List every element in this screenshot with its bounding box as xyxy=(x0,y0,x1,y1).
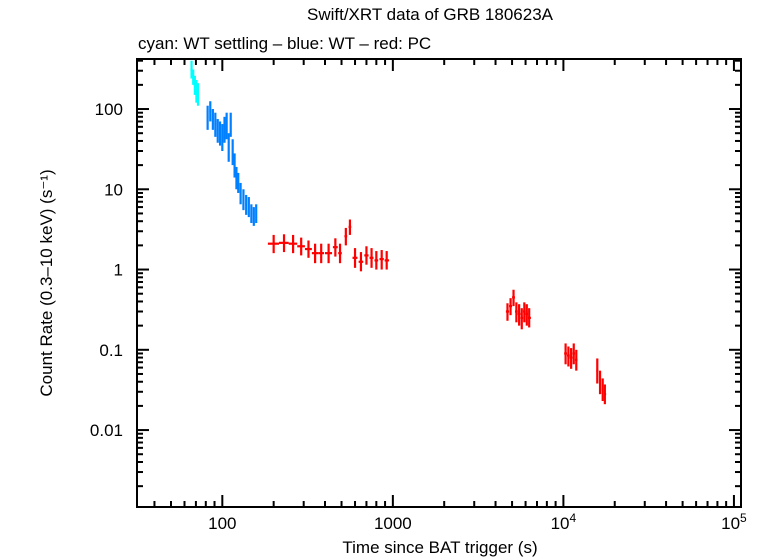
data-point xyxy=(209,101,212,122)
data-point xyxy=(324,243,333,264)
data-point xyxy=(509,298,513,316)
chart-title: Swift/XRT data of GRB 180623A xyxy=(307,5,554,24)
data-point xyxy=(603,384,607,405)
data-point xyxy=(225,112,228,140)
y-tick-label: 0.1 xyxy=(99,341,123,360)
data-point xyxy=(523,302,526,323)
data-point xyxy=(505,303,510,321)
axes: 100 1000 104 105 100 10 1 0.1 0.01 xyxy=(90,58,747,533)
data-point xyxy=(231,139,234,166)
x-tick-label: 104 xyxy=(551,511,577,533)
data-point xyxy=(239,182,242,205)
data-point xyxy=(338,243,342,264)
data-point xyxy=(379,250,384,270)
data-point xyxy=(218,121,222,146)
data-point xyxy=(527,308,531,328)
data-point xyxy=(311,243,319,264)
data-point xyxy=(304,240,312,258)
plot-frame xyxy=(136,58,742,508)
data-point xyxy=(227,133,230,162)
data-point xyxy=(569,348,573,369)
data-point xyxy=(211,109,214,130)
series-wt-settling xyxy=(190,60,200,106)
data-point xyxy=(196,83,200,106)
data-point xyxy=(288,234,298,254)
series-wt xyxy=(206,101,258,226)
data-point xyxy=(318,243,325,264)
data-point xyxy=(237,172,240,193)
data-point xyxy=(214,112,217,137)
data-point xyxy=(332,238,338,257)
data-point xyxy=(252,207,255,226)
data-point xyxy=(245,194,248,215)
data-point xyxy=(229,112,232,137)
data-point xyxy=(384,251,390,270)
data-point xyxy=(512,289,515,307)
data-point xyxy=(364,246,369,265)
data-point xyxy=(348,219,352,235)
chart-subtitle: cyan: WT settling – blue: WT – red: PC xyxy=(138,34,431,53)
data-point xyxy=(517,304,521,326)
data-point xyxy=(344,227,348,246)
y-tick-label: 100 xyxy=(95,100,123,119)
y-tick-label: 0.01 xyxy=(90,421,123,440)
data-point xyxy=(235,166,238,190)
data-point xyxy=(247,197,250,218)
data-point xyxy=(250,204,253,224)
data-point xyxy=(267,234,280,254)
x-tick-label: 1000 xyxy=(374,514,412,533)
data-point xyxy=(564,343,568,365)
y-axis-label: Count Rate (0.3–10 keV) (s⁻¹) xyxy=(37,169,56,396)
data-point xyxy=(242,189,245,211)
y-tick-label: 1 xyxy=(114,261,123,280)
plot-area xyxy=(190,60,607,405)
data-point xyxy=(520,308,524,330)
data-point xyxy=(601,378,604,402)
x-axis-label: Time since BAT trigger (s) xyxy=(342,538,537,557)
data-point xyxy=(223,116,226,143)
data-point xyxy=(596,358,599,384)
data-point xyxy=(358,252,364,272)
x-tick-label: 105 xyxy=(721,511,747,533)
data-point xyxy=(374,251,379,270)
data-point xyxy=(514,302,518,323)
data-point xyxy=(255,204,258,224)
y-tick-label: 10 xyxy=(104,180,123,199)
series-pc xyxy=(267,219,607,405)
data-point xyxy=(598,370,602,395)
data-point xyxy=(525,304,528,326)
data-point xyxy=(216,119,219,143)
data-point xyxy=(221,124,224,151)
data-point xyxy=(352,248,358,268)
data-point xyxy=(279,234,289,253)
data-point xyxy=(369,248,374,268)
x-tick-label: 100 xyxy=(208,514,236,533)
data-point xyxy=(206,105,209,130)
data-point xyxy=(297,237,305,256)
data-point xyxy=(233,153,236,178)
data-point xyxy=(572,343,576,365)
data-point xyxy=(567,346,570,367)
data-point xyxy=(575,349,578,371)
